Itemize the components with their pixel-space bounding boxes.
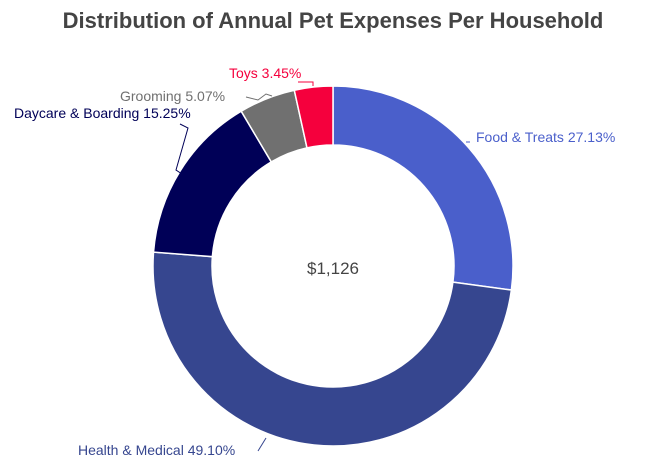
connector-line [257,437,267,452]
connector-line [298,81,314,86]
slice-label: Toys 3.45% [229,65,301,81]
slice-food-treats[interactable] [332,85,514,291]
connector-line [175,123,189,175]
chart-title: Distribution of Annual Pet Expenses Per … [62,8,604,33]
connector-line [245,93,273,101]
slice-toys[interactable] [293,85,334,149]
slice-label: Daycare & Boarding 15.25% [14,105,191,121]
slice-label: Food & Treats 27.13% [476,129,615,145]
slice-label: Health & Medical 49.10% [78,442,235,458]
slice-label: Grooming 5.07% [120,88,225,104]
slice-health-medical[interactable] [152,251,513,447]
center-total-label: $1,126 [307,259,359,278]
